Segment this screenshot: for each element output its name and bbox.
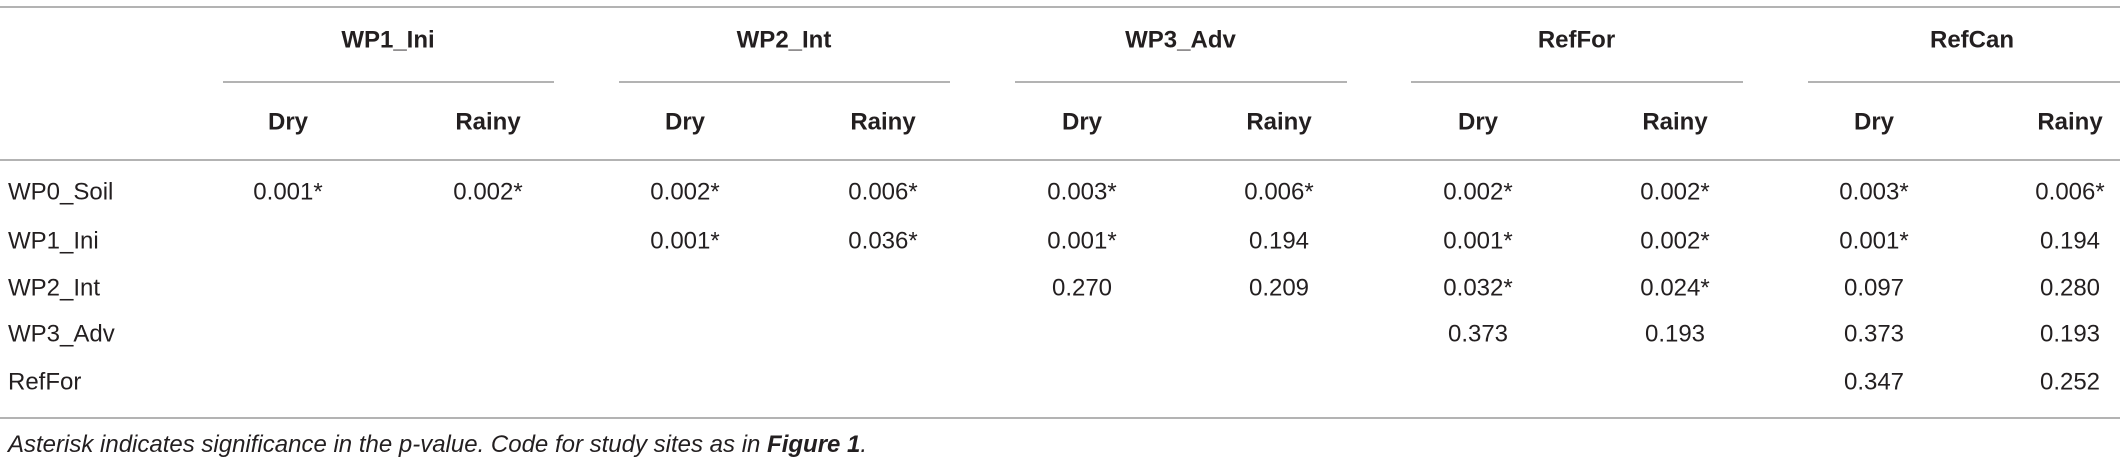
group-header: WP2_Int: [737, 26, 832, 53]
group-header: RefFor: [1538, 26, 1615, 53]
cell: 0.006*: [848, 178, 917, 205]
subheader: Dry: [1062, 108, 1103, 135]
cell: 0.002*: [453, 178, 522, 205]
cell: 0.001*: [1839, 227, 1908, 254]
subheader: Rainy: [850, 108, 916, 135]
subheader: Rainy: [1246, 108, 1312, 135]
cell: 0.003*: [1047, 178, 1116, 205]
subheader: Dry: [665, 108, 706, 135]
row-label: WP3_Adv: [8, 320, 115, 347]
cell: 0.002*: [1640, 178, 1709, 205]
row-label: WP0_Soil: [8, 178, 113, 205]
cell: 0.193: [1645, 320, 1705, 347]
group-header: WP1_Ini: [341, 26, 434, 53]
row-label: WP2_Int: [8, 274, 100, 301]
cell: 0.194: [1249, 227, 1309, 254]
cell: 0.003*: [1839, 178, 1908, 205]
cell: 0.032*: [1443, 274, 1512, 301]
row-label: RefFor: [8, 368, 81, 395]
cell: 0.001*: [253, 178, 322, 205]
subheader: Rainy: [2037, 108, 2103, 135]
cell: 0.006*: [2035, 178, 2104, 205]
footnote-ref: Figure 1: [767, 431, 860, 458]
cell: 0.193: [2040, 320, 2100, 347]
group-header: WP3_Adv: [1125, 26, 1236, 53]
cell: 0.270: [1052, 274, 1112, 301]
footnote: Asterisk indicates significance in the p…: [6, 431, 867, 458]
cell: 0.194: [2040, 227, 2100, 254]
cell: 0.097: [1844, 274, 1904, 301]
subheader: Rainy: [455, 108, 521, 135]
subheader: Dry: [1458, 108, 1499, 135]
cell: 0.373: [1844, 320, 1904, 347]
cell: 0.002*: [650, 178, 719, 205]
footnote-text: Asterisk indicates significance in the p…: [6, 431, 767, 458]
cell: 0.001*: [650, 227, 719, 254]
cell: 0.347: [1844, 368, 1904, 395]
cell: 0.209: [1249, 274, 1309, 301]
group-header: RefCan: [1930, 26, 2014, 53]
cell: 0.280: [2040, 274, 2100, 301]
cell: 0.001*: [1047, 227, 1116, 254]
subheader: Dry: [268, 108, 309, 135]
subheader: Rainy: [1642, 108, 1708, 135]
footnote-end: .: [860, 431, 867, 458]
cell: 0.024*: [1640, 274, 1709, 301]
cell: 0.373: [1448, 320, 1508, 347]
cell: 0.002*: [1640, 227, 1709, 254]
cell: 0.036*: [848, 227, 917, 254]
row-label: WP1_Ini: [8, 227, 99, 254]
cell: 0.002*: [1443, 178, 1512, 205]
cell: 0.001*: [1443, 227, 1512, 254]
subheader: Dry: [1854, 108, 1895, 135]
cell: 0.006*: [1244, 178, 1313, 205]
cell: 0.252: [2040, 368, 2100, 395]
